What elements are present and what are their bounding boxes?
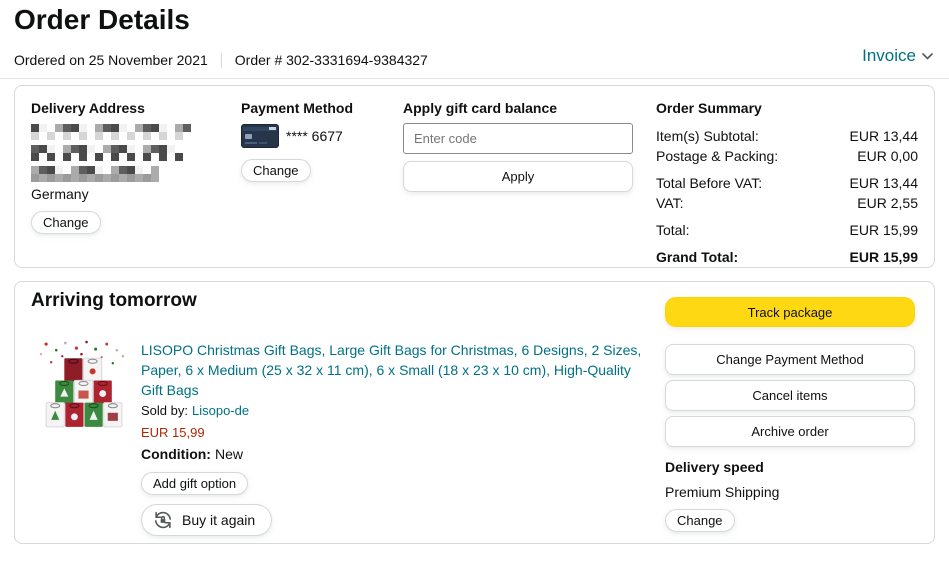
summary-value: EUR 13,44	[849, 175, 918, 191]
cancel-items-button[interactable]: Cancel items	[665, 380, 915, 411]
invoice-label: Invoice	[862, 46, 916, 65]
invoice-dropdown[interactable]: Invoice	[862, 46, 933, 66]
delivery-address-country: Germany	[31, 186, 89, 202]
summary-label: Total Before VAT:	[656, 175, 763, 191]
summary-label: Grand Total:	[656, 249, 739, 265]
summary-row: Item(s) Subtotal: EUR 13,44	[656, 126, 918, 146]
change-address-button[interactable]: Change	[31, 211, 101, 234]
payment-method-section: Payment Method **** 6677 Change	[241, 100, 401, 182]
product-info: LISOPO Christmas Gift Bags, Large Gift B…	[141, 340, 653, 536]
summary-value: EUR 15,99	[849, 222, 918, 238]
seller-link[interactable]: Lisopo-de	[191, 403, 250, 418]
payment-method-heading: Payment Method	[241, 100, 354, 116]
christmas-gift-bags-image	[34, 338, 130, 434]
delivery-speed-heading: Delivery speed	[665, 459, 764, 475]
summary-row: VAT: EUR 2,55	[656, 193, 918, 213]
delivery-speed-value: Premium Shipping	[665, 484, 780, 500]
track-package-button[interactable]: Track package	[665, 297, 915, 327]
sold-by-label: Sold by:	[141, 403, 188, 418]
vertical-divider	[220, 52, 222, 68]
header-divider	[0, 78, 949, 79]
summary-label: Total:	[656, 222, 690, 238]
change-payment-method-button[interactable]: Change Payment Method	[665, 344, 915, 375]
delivery-address-heading: Delivery Address	[31, 100, 145, 116]
order-summary-card: Delivery Address Germany Change Payment …	[14, 85, 935, 268]
condition-label: Condition:	[141, 446, 211, 462]
summary-row: Total: EUR 15,99	[656, 220, 918, 240]
card-last-digits: **** 6677	[286, 128, 343, 144]
change-delivery-speed-button[interactable]: Change	[665, 509, 735, 532]
buy-again-icon	[154, 511, 172, 529]
delivery-address-section: Delivery Address Germany Change	[31, 100, 226, 234]
product-image[interactable]	[34, 338, 130, 434]
order-number: Order # 302-3331694-9384327	[234, 52, 428, 68]
credit-card-icon	[241, 124, 279, 148]
archive-order-button[interactable]: Archive order	[665, 416, 915, 447]
summary-label: Postage & Packing:	[656, 148, 779, 164]
sold-by-row: Sold by: Lisopo-de	[141, 403, 653, 418]
gift-card-heading: Apply gift card balance	[403, 100, 558, 116]
redacted-line	[31, 145, 226, 161]
buy-it-again-label: Buy it again	[182, 512, 256, 528]
order-meta-row: Ordered on 25 November 2021 Order # 302-…	[14, 52, 428, 68]
summary-label: Item(s) Subtotal:	[656, 128, 759, 144]
gift-card-code-input[interactable]	[403, 123, 633, 154]
ordered-on-date: Ordered on 25 November 2021	[14, 52, 208, 68]
page-title: Order Details	[14, 4, 190, 35]
summary-row: Total Before VAT: EUR 13,44	[656, 173, 918, 193]
summary-row: Postage & Packing: EUR 0,00	[656, 146, 918, 166]
delivery-address-redacted	[31, 124, 226, 182]
condition-value: New	[214, 446, 243, 462]
redacted-line	[31, 124, 226, 140]
summary-row-grand-total: Grand Total: EUR 15,99	[656, 247, 918, 267]
order-actions: Track package Change Payment Method Canc…	[665, 297, 915, 532]
arrival-status-heading: Arriving tomorrow	[31, 290, 197, 311]
summary-value: EUR 15,99	[849, 249, 918, 265]
order-summary-section: Order Summary Item(s) Subtotal: EUR 13,4…	[656, 100, 918, 267]
summary-value: EUR 13,44	[849, 128, 918, 144]
condition-row: Condition: New	[141, 446, 653, 462]
product-title-link[interactable]: LISOPO Christmas Gift Bags, Large Gift B…	[141, 342, 642, 398]
order-summary-heading: Order Summary	[656, 100, 762, 116]
summary-value: EUR 2,55	[857, 195, 918, 211]
change-payment-button[interactable]: Change	[241, 159, 311, 182]
gift-card-section: Apply gift card balance Apply	[403, 100, 633, 192]
redacted-line	[31, 166, 226, 182]
summary-value: EUR 0,00	[857, 148, 918, 164]
buy-it-again-button[interactable]: Buy it again	[141, 504, 273, 536]
product-price: EUR 15,99	[141, 425, 205, 440]
apply-gift-card-button[interactable]: Apply	[403, 161, 633, 192]
add-gift-option-button[interactable]: Add gift option	[141, 472, 249, 495]
payment-card-row: **** 6677	[241, 124, 401, 148]
summary-label: VAT:	[656, 195, 684, 211]
shipment-card: Arriving tomorrow	[14, 281, 935, 544]
chevron-down-icon	[922, 52, 933, 60]
